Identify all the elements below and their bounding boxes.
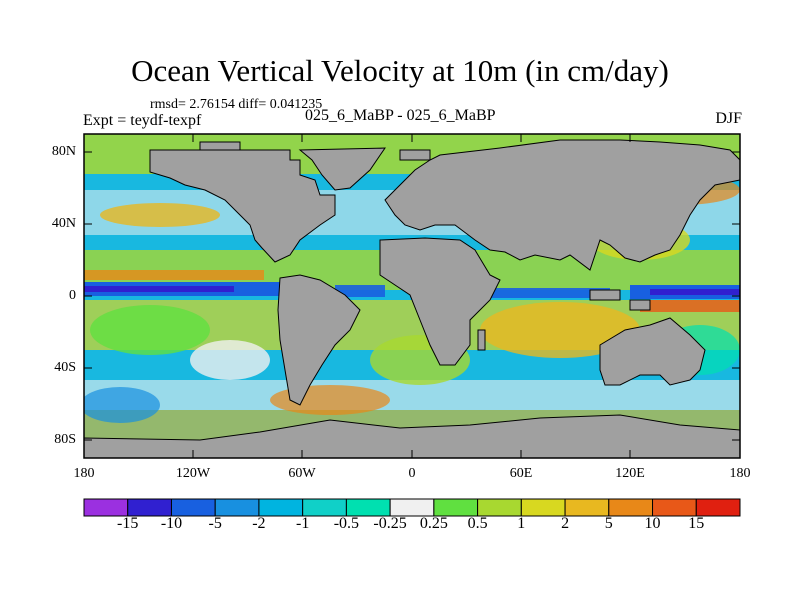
lon-label: 0 [408,466,416,481]
lat-label: 80N [51,144,76,159]
colorbar-swatch [258,498,304,517]
lon-label: 120W [175,466,211,481]
land-masses [84,139,740,458]
colorbar-label: 0.5 [467,515,488,532]
lon-label: 60W [288,466,316,481]
lat-label: 0 [69,288,76,303]
lat-label: 40N [51,216,76,231]
colorbar-label: 15 [688,515,705,532]
map-field [84,134,740,458]
colorbar-label: 1 [517,515,526,532]
experiment-label: Expt = teydf-texpf [83,112,202,129]
colorbar-label: 5 [604,515,613,532]
colorbar-swatch [608,498,654,517]
lat-label: 40S [54,360,76,375]
colorbar-swatch [477,498,522,517]
lon-label: 60E [509,466,533,481]
colorbar-swatch [433,498,479,517]
colorbar-label: -2 [252,515,266,532]
colorbar-label: -10 [160,515,183,532]
colorbar-swatch [652,498,697,517]
colorbar-swatch [345,498,391,517]
colorbar-label: -15 [117,515,139,532]
colorbar-swatch [695,498,741,517]
colorbar-swatch [170,498,216,517]
colorbar-label: -0.5 [333,515,360,532]
season-label: DJF [715,110,742,127]
colorbar-swatch [564,498,610,517]
lon-label: 180 [73,466,95,481]
colorbar-label: 0.25 [419,515,448,532]
colorbar-swatch [83,498,129,517]
colorbar-swatch [127,498,172,517]
colorbar-swatch [389,498,435,517]
stats-text: rmsd= 2.76154 diff= 0.041235 [150,97,323,112]
colorbar-label: -0.25 [373,515,407,532]
colorbar-label: -1 [296,515,310,532]
plot-title: Ocean Vertical Velocity at 10m (in cm/da… [131,53,669,88]
lon-label: 180 [729,466,751,481]
colorbar-swatch [520,498,566,517]
colorbar-label: -5 [208,515,222,532]
center-label: 025_6_MaBP - 025_6_MaBP [305,107,496,124]
colorbar [83,498,741,517]
colorbar-swatch [214,498,260,517]
lat-label: 80S [54,432,76,447]
colorbar-label: 2 [561,515,570,532]
colorbar-label: 10 [644,515,661,532]
colorbar-swatch [302,498,347,517]
lon-label: 120E [615,466,645,481]
